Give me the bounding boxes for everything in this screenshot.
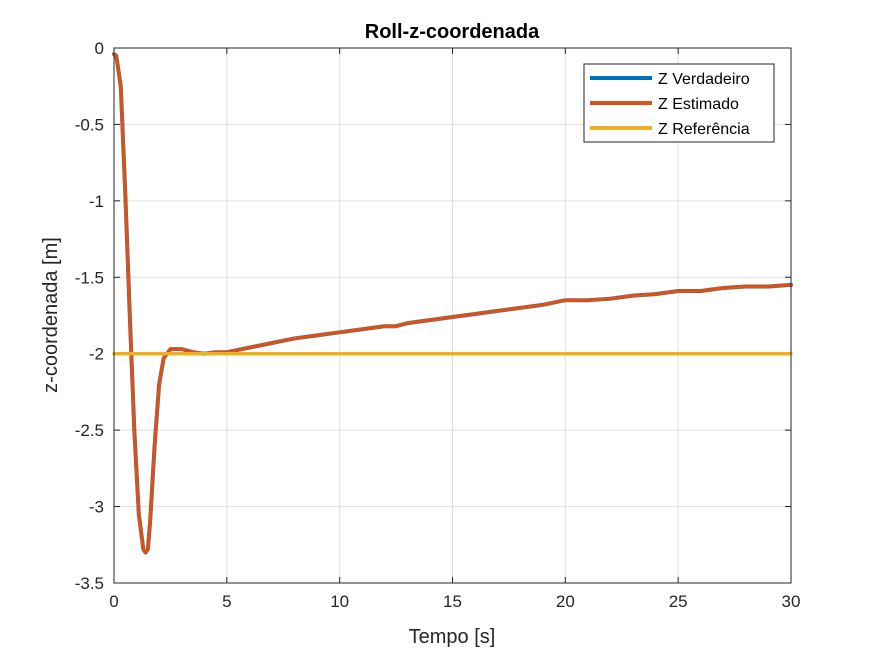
legend-entries: Z Verdadeiro Z Estimado Z Referência <box>590 71 750 138</box>
x-tick-label: 30 <box>782 592 801 611</box>
x-tick-label: 15 <box>443 592 462 611</box>
legend-label: Z Estimado <box>658 96 739 113</box>
series-line-2 <box>112 52 793 555</box>
legend-label: Z Referência <box>658 121 750 138</box>
x-tick-label: 5 <box>222 592 231 611</box>
y-tick-label: -1 <box>89 192 104 211</box>
series-lines <box>112 52 793 555</box>
y-tick-label: 0 <box>95 39 104 58</box>
y-axis-label: z-coordenada [m] <box>40 237 62 393</box>
legend: Z Verdadeiro Z Estimado Z Referência <box>583 63 775 143</box>
x-tick-label: 20 <box>556 592 575 611</box>
chart-title: Roll-z-coordenada <box>365 21 540 43</box>
y-tick-labels: 0 -0.5 -1 -1.5 -2 -2.5 -3 -3.5 <box>75 39 104 593</box>
x-tick-labels: 0 5 10 15 20 25 30 <box>109 592 800 611</box>
y-tick-label: -2.5 <box>75 421 104 440</box>
plot-area-border <box>113 47 792 584</box>
y-tick-label: -1.5 <box>75 268 104 287</box>
legend-label: Z Verdadeiro <box>658 71 750 88</box>
x-tick-label: 10 <box>330 592 349 611</box>
y-tick-label: -0.5 <box>75 115 104 134</box>
x-tick-label: 25 <box>669 592 688 611</box>
x-axis-label: Tempo [s] <box>409 626 496 648</box>
y-tick-label: -3.5 <box>75 574 104 593</box>
x-tick-label: 0 <box>109 592 118 611</box>
y-tick-label: -3 <box>89 498 104 517</box>
y-tick-label: -2 <box>89 345 104 364</box>
